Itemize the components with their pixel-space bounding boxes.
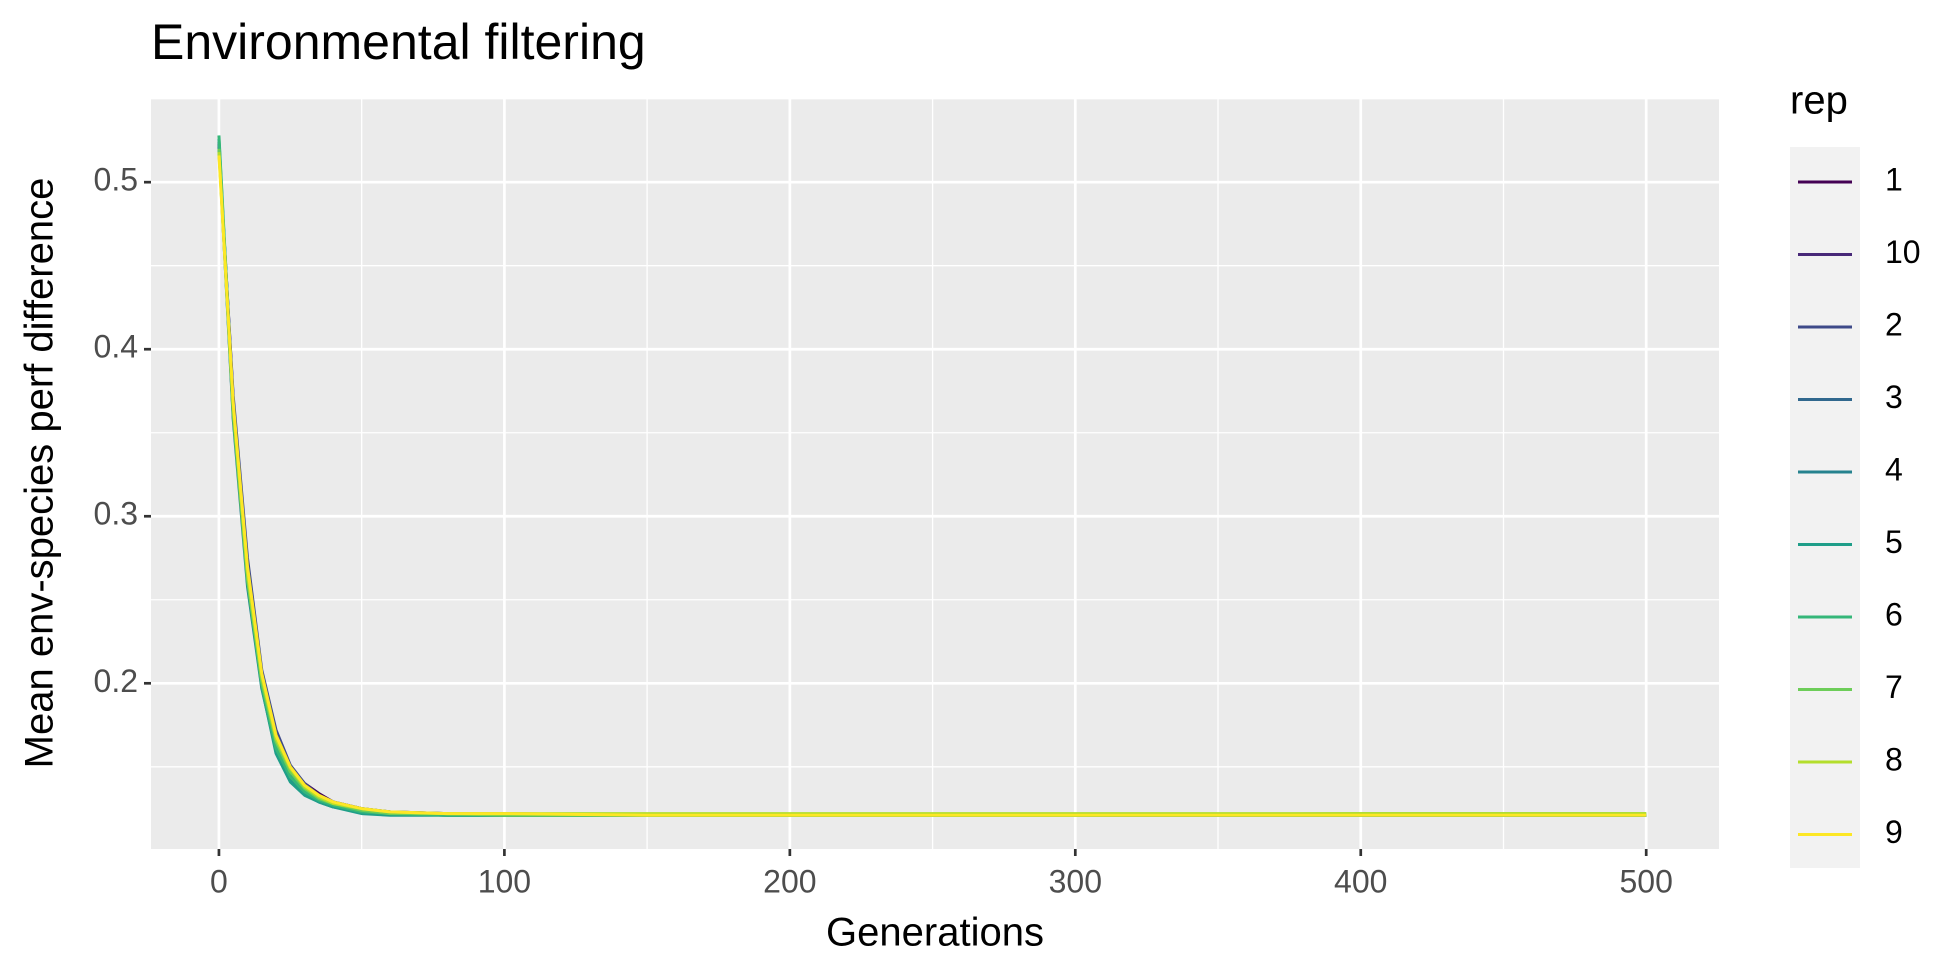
grid [151,98,1719,849]
y-tick-label: 0.5 [94,162,138,198]
x-tick-label: 400 [1334,863,1387,899]
legend: 1 10 2 3 4 5 6 7 8 9 [1798,161,1921,850]
x-tick-label: 300 [1049,863,1102,899]
x-axis-title: Generations [826,911,1044,955]
legend-label: 4 [1885,451,1903,487]
legend-label: 5 [1885,524,1903,560]
legend-label: 3 [1885,379,1903,415]
legend-background [1790,147,1860,868]
legend-label: 10 [1885,234,1921,270]
lines [217,135,1647,817]
legend-label: 1 [1885,161,1903,197]
chart-title: Environmental filtering [151,14,646,70]
legend-label: 9 [1885,814,1903,850]
y-tick-label: 0.2 [94,663,138,699]
y-tick-label: 0.4 [94,329,138,365]
panel [151,98,1719,849]
x-tick-label: 100 [478,863,531,899]
legend-label: 2 [1885,306,1903,342]
y-tick-label: 0.3 [94,496,138,532]
series-line [217,155,1647,817]
legend-label: 8 [1885,741,1903,777]
legend-label: 6 [1885,596,1903,632]
legend-title: rep [1790,79,1848,123]
x-tick-label: 500 [1620,863,1673,899]
x-tick-label: 0 [210,863,228,899]
y-axis-title: Mean env-species perf difference [18,178,62,769]
x-tick-label: 200 [763,863,816,899]
legend-label: 7 [1885,669,1903,705]
